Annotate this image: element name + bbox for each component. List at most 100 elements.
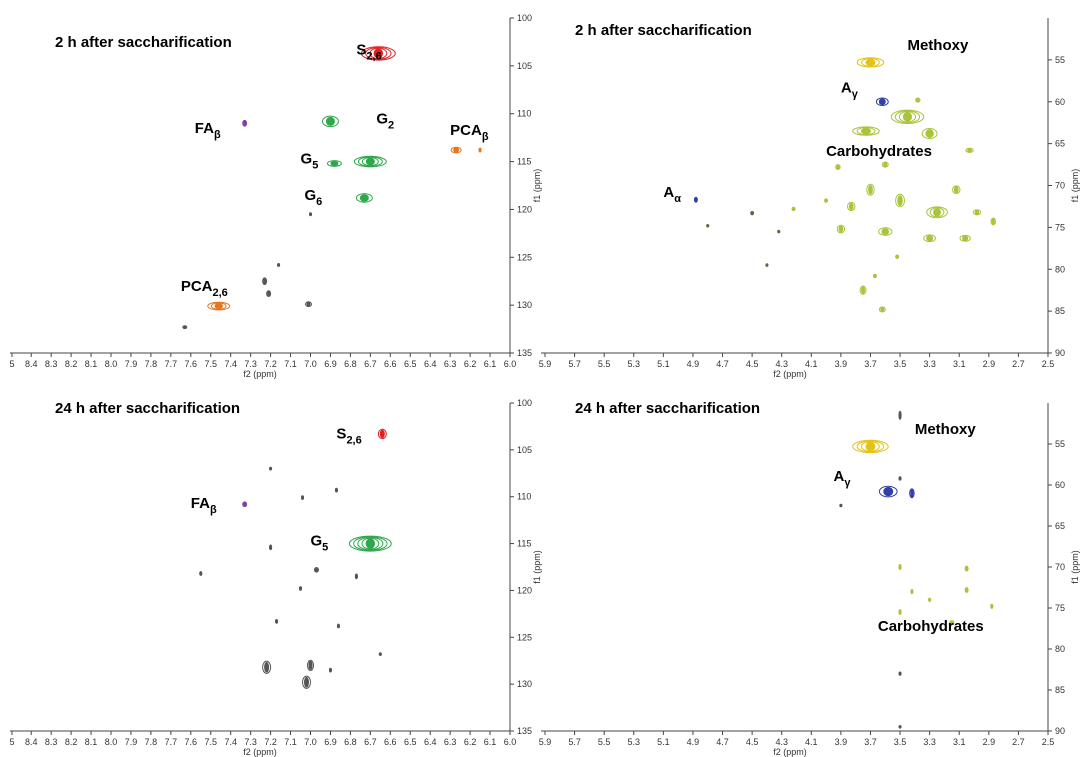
x-tick-label: 8.0 bbox=[105, 359, 118, 369]
peak-carbohydrates bbox=[959, 234, 971, 242]
contour-line bbox=[262, 660, 272, 674]
contour-line bbox=[792, 207, 796, 211]
contour-line bbox=[353, 155, 387, 168]
contour-line bbox=[990, 217, 996, 226]
panel-title: 2 h after saccharification bbox=[55, 34, 232, 51]
contour-line bbox=[210, 302, 227, 310]
peak-methoxy bbox=[856, 57, 885, 68]
x-tick-label: 3.7 bbox=[864, 737, 877, 747]
y-tick-label: 70 bbox=[1055, 562, 1065, 572]
contour-line bbox=[836, 224, 846, 234]
panel-title: 24 h after saccharification bbox=[55, 400, 240, 417]
contour-line bbox=[694, 197, 698, 203]
x-tick-label: 5.3 bbox=[628, 737, 641, 747]
peak-annotation: G5 bbox=[301, 150, 319, 171]
peak-carbohydrates bbox=[859, 285, 867, 295]
x-tick-label: 8.1 bbox=[85, 359, 98, 369]
y-tick-label: 120 bbox=[517, 585, 532, 595]
peak-carbohydrates bbox=[866, 183, 875, 196]
peak-carbohydrates bbox=[878, 306, 886, 313]
contour-line bbox=[275, 619, 279, 624]
contour-line bbox=[910, 589, 914, 594]
contour-line bbox=[873, 274, 877, 278]
x-tick-label: 3.9 bbox=[835, 359, 848, 369]
contour-line bbox=[881, 228, 890, 235]
contour-line bbox=[765, 263, 769, 267]
contour-line bbox=[883, 486, 894, 497]
peak-carbohydrates bbox=[990, 217, 996, 226]
contour-line bbox=[959, 234, 971, 242]
contour-line bbox=[972, 209, 982, 216]
peak-other bbox=[378, 652, 382, 657]
contour-line bbox=[378, 652, 382, 656]
contour-line bbox=[453, 147, 460, 153]
contour-line bbox=[952, 185, 961, 194]
contour-line bbox=[361, 537, 380, 550]
peak-carbohydrates bbox=[915, 97, 921, 103]
peak-annotation: G6 bbox=[305, 187, 323, 208]
x-tick-label: 2.9 bbox=[983, 737, 996, 747]
contour-line bbox=[839, 504, 843, 507]
peak-a- bbox=[909, 488, 915, 499]
contour-line bbox=[950, 620, 954, 625]
peak-other bbox=[269, 466, 273, 471]
peak-annotation: S2,6 bbox=[356, 41, 381, 62]
y-tick-label: 75 bbox=[1055, 603, 1065, 613]
peak-annotation: S2,6 bbox=[336, 426, 361, 447]
peak-annotation: G5 bbox=[311, 532, 329, 553]
y-tick-label: 125 bbox=[517, 632, 532, 642]
contour-line bbox=[264, 662, 270, 673]
contour-line bbox=[242, 501, 248, 508]
peak-other bbox=[262, 660, 272, 674]
peak-other bbox=[301, 495, 305, 501]
contour-line bbox=[328, 668, 332, 673]
peak-fa- bbox=[242, 501, 248, 508]
contour-line bbox=[266, 290, 272, 298]
contour-line bbox=[326, 160, 342, 167]
peak-other bbox=[898, 725, 902, 729]
x-tick-label: 8.1 bbox=[85, 737, 98, 747]
x-tick-label: 7.5 bbox=[204, 737, 217, 747]
x-tick-label: 2.5 bbox=[1042, 359, 1055, 369]
peak-carbohydrates bbox=[895, 193, 905, 208]
x-tick-label: 3.5 bbox=[894, 737, 907, 747]
peak-pca- bbox=[478, 147, 482, 153]
contour-line bbox=[898, 671, 902, 676]
x-tick-label: 8.4 bbox=[25, 737, 38, 747]
contour-line bbox=[183, 325, 187, 329]
x-tick-label: 6.1 bbox=[484, 359, 497, 369]
y-tick-label: 115 bbox=[517, 157, 531, 167]
x-tick-label: 6.5 bbox=[404, 359, 417, 369]
peak-carbohydrates bbox=[952, 185, 961, 194]
contour-line bbox=[359, 194, 369, 202]
x-tick-label: 5.5 bbox=[598, 359, 611, 369]
x-tick-label: 7.8 bbox=[145, 359, 158, 369]
x-tick-label: 6.4 bbox=[424, 359, 437, 369]
peak-carbohydrates bbox=[926, 206, 948, 219]
contour-line bbox=[838, 225, 844, 233]
contour-line bbox=[902, 111, 913, 122]
peak-g5 bbox=[353, 155, 387, 168]
contour-line bbox=[890, 109, 925, 125]
x-axis-label: f2 (ppm) bbox=[773, 747, 807, 757]
peak-other bbox=[275, 618, 279, 624]
x-tick-label: 6.2 bbox=[464, 737, 477, 747]
peak-a- bbox=[875, 97, 889, 107]
contour-line bbox=[355, 193, 373, 203]
x-tick-label: 4.7 bbox=[716, 737, 729, 747]
x-tick-label: 3.3 bbox=[923, 737, 936, 747]
peak-carbohydrates bbox=[972, 209, 982, 216]
contour-line bbox=[478, 148, 482, 153]
peak-other bbox=[898, 476, 902, 481]
x-axis-label: f2 (ppm) bbox=[243, 747, 277, 757]
contour-line bbox=[883, 162, 888, 168]
contour-line bbox=[878, 98, 886, 106]
peak-other bbox=[305, 301, 312, 308]
contour-line bbox=[880, 307, 885, 312]
contour-line bbox=[373, 48, 384, 59]
contour-line bbox=[360, 46, 396, 61]
contour-line bbox=[357, 536, 384, 551]
contour-line bbox=[314, 567, 318, 573]
x-tick-label: 6.7 bbox=[364, 359, 377, 369]
y-tick-label: 110 bbox=[517, 492, 531, 502]
